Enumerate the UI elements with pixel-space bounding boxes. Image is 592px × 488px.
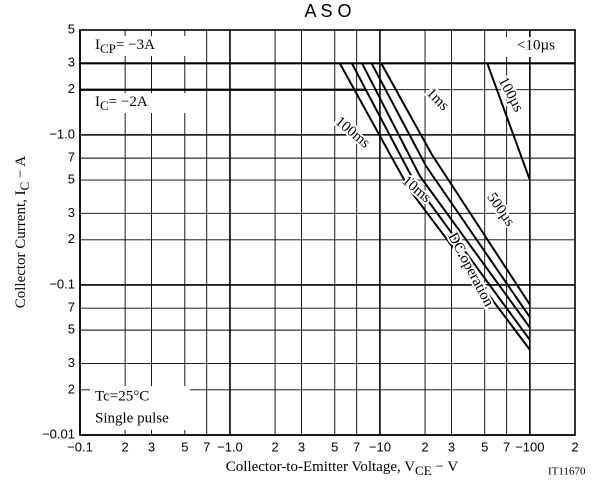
label-bg [92,36,188,56]
annotation: Single pulse [95,410,169,426]
x-tick-label: 7 [203,439,210,454]
x-axis-label: Collector-to-Emitter Voltage, VCE − V [226,459,459,478]
x-axis-label-part: Collector-to-Emitter Voltage, V [226,459,415,475]
soa-line [338,62,531,351]
x-tick-label: −1.0 [217,439,243,454]
x-tick-label: 3 [448,439,455,454]
y-tick-label: 5 [68,21,75,36]
limit-label: ICP= −3A [95,37,155,56]
x-tick-label: 5 [331,439,338,454]
x-tick-label: 2 [421,439,428,454]
y-tick-label: 2 [68,231,75,246]
y-tick-label: −1.0 [49,126,75,141]
soa-line [486,62,531,181]
y-axis-label-part: C [17,182,32,191]
y-tick-label: 7 [68,300,75,315]
limit-label-part: I [95,37,100,53]
y-tick-label: 3 [68,355,75,370]
soa-line [370,62,531,318]
y-tick-label: 3 [68,55,75,70]
x-tick-label: 5 [181,439,188,454]
limit-label: IC= −2A [95,94,148,113]
y-tick-label: 2 [68,381,75,396]
x-tick-label: 7 [353,439,360,454]
series-label: 500µs [483,190,517,230]
x-axis-label-part: CE [415,463,432,478]
x-tick-label: 2 [571,439,578,454]
soa-line [350,62,531,341]
y-axis-label-part: − A [13,156,29,182]
series-label: 100ms [332,114,373,152]
soa-line [361,62,531,329]
y-tick-label: −0.01 [42,426,75,441]
label-bg [488,37,560,57]
limit-label-part: = −3A [116,37,155,53]
y-axis-label-part: Collector Current, I [13,190,29,308]
limit-label-part: = −2A [109,94,148,110]
limit-label-part: I [95,94,100,110]
x-tick-label: 3 [298,439,305,454]
label-bg [92,93,188,113]
plot-frame [79,29,576,436]
x-tick-label: −0.1 [67,439,93,454]
chart-title: A S O [304,1,351,21]
y-tick-label: 5 [68,171,75,186]
y-tick-label: −0.1 [49,276,75,291]
x-tick-label: 2 [271,439,278,454]
x-tick-label: −10 [369,439,391,454]
annotation: IT11670 [548,466,586,478]
soa-line [380,62,531,306]
x-tick-label: 2 [122,439,129,454]
y-axis-label: Collector Current, IC − A [13,156,32,309]
x-tick-label: 5 [481,439,488,454]
annotation: Tc=25°C [95,388,149,404]
limit-label-part: C [100,98,109,113]
y-tick-label: 7 [68,150,75,165]
y-tick-label: 5 [68,322,75,337]
x-axis-label-part: − V [432,459,459,475]
label-bg [90,386,190,430]
y-tick-label: 3 [68,205,75,220]
x-tick-label: 3 [148,439,155,454]
annotation: <10µs [517,37,555,53]
x-tick-label: 7 [503,439,510,454]
x-tick-label: −100 [515,439,544,454]
y-tick-label: 2 [68,81,75,96]
limit-label-part: CP [100,41,116,56]
